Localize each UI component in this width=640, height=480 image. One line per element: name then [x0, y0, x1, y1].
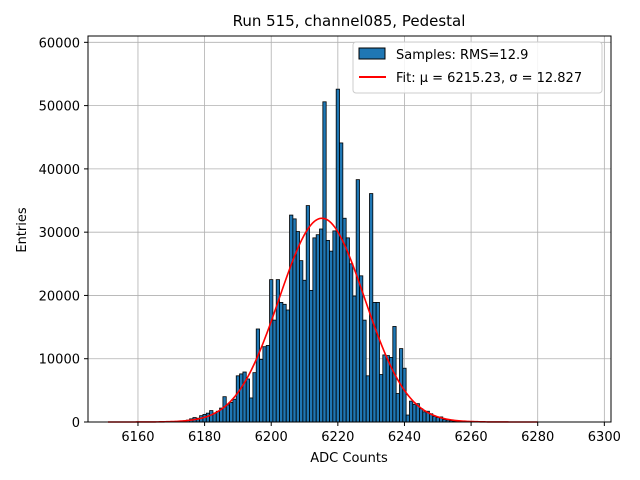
histogram-bar [345, 237, 350, 423]
histogram-bar [225, 404, 230, 423]
x-tick-label: 6260 [455, 430, 488, 445]
histogram-bar [405, 414, 410, 423]
histogram-bar [289, 214, 294, 423]
gaussian-fit-curve [107, 217, 538, 423]
histogram-bar [362, 319, 367, 423]
legend-swatch-samples [358, 47, 386, 60]
histogram-bar [269, 279, 274, 423]
histogram-bar [285, 309, 290, 423]
histogram-bar [255, 328, 260, 423]
histogram-bar [322, 101, 327, 423]
x-axis-title: ADC Counts [310, 451, 388, 466]
histogram-bar [235, 375, 240, 423]
histogram-bar [305, 205, 310, 423]
histogram-bar [282, 303, 287, 423]
histogram-bar [299, 260, 304, 423]
y-tick-label: 20000 [39, 289, 80, 304]
histogram-bar [332, 230, 337, 423]
histogram-bar [252, 372, 257, 423]
histogram-bar [312, 237, 317, 423]
y-tick-label: 30000 [39, 226, 80, 241]
histogram-bar [205, 412, 210, 423]
plot-frame [87, 35, 612, 423]
histogram-bar [229, 401, 234, 423]
histogram-bar [385, 355, 390, 423]
histogram-bar [355, 179, 360, 423]
y-tick-label: 50000 [39, 100, 80, 115]
x-tick-label: 6200 [255, 430, 288, 445]
histogram-bar [315, 234, 320, 423]
histogram-bar [249, 397, 254, 423]
histogram-bar [369, 193, 374, 423]
histogram-bar [232, 398, 237, 423]
x-tick-label: 6300 [588, 430, 621, 445]
legend-label-samples: Samples: RMS=12.9 [396, 48, 528, 63]
histogram-bar [379, 374, 384, 423]
histogram-bar [419, 408, 424, 423]
legend: Samples: RMS=12.9 Fit: μ = 6215.23, σ = … [352, 41, 603, 94]
histogram-bar [325, 239, 330, 423]
y-axis-ticks: 0 10000 20000 30000 40000 50000 60000 [39, 36, 88, 431]
y-tick-label: 40000 [39, 163, 80, 178]
x-tick-label: 6180 [188, 430, 221, 445]
histogram-bar [432, 415, 437, 423]
histogram-bar [309, 289, 314, 423]
histogram-bar [412, 403, 417, 423]
x-tick-label: 6160 [121, 430, 154, 445]
histogram-bar [272, 319, 277, 423]
histogram-bar [375, 302, 380, 423]
y-tick-label: 60000 [39, 36, 80, 51]
histogram-bar [359, 275, 364, 423]
x-tick-label: 6240 [388, 430, 421, 445]
histogram-bar [329, 250, 334, 423]
histogram-bar [382, 354, 387, 423]
histogram-bar [395, 393, 400, 423]
histogram-bar [222, 396, 227, 423]
histogram-bar [409, 400, 414, 423]
histogram-bar [339, 142, 344, 423]
histogram-bar [262, 346, 267, 423]
histogram-bar [349, 263, 354, 423]
histogram-bar [435, 417, 440, 423]
histogram-bar [209, 410, 214, 423]
histogram-bar [265, 345, 270, 423]
x-axis-ticks: 6160 6180 6200 6220 6240 6260 6280 6300 [121, 422, 621, 445]
histogram-bar [259, 358, 264, 423]
histogram-bar [335, 88, 340, 423]
histogram-bar [402, 367, 407, 423]
histogram-bar [292, 218, 297, 423]
histogram-bar [319, 228, 324, 423]
x-tick-label: 6220 [321, 430, 354, 445]
histogram-bar [245, 378, 250, 423]
histogram-bar [279, 302, 284, 423]
x-tick-label: 6280 [521, 430, 554, 445]
chart-title: Run 515, channel085, Pedestal [233, 12, 466, 30]
legend-label-fit: Fit: μ = 6215.23, σ = 12.827 [396, 71, 582, 86]
legend-box [352, 41, 603, 94]
histogram-bar [372, 302, 377, 423]
y-axis-title: Entries [15, 207, 30, 253]
y-tick-label: 0 [72, 416, 80, 431]
histogram-bar [295, 231, 300, 423]
histogram-bar [352, 295, 357, 423]
histogram-bar [365, 375, 370, 423]
histogram-bar [239, 373, 244, 423]
histogram-bar [302, 279, 307, 423]
histogram-bar [422, 411, 427, 423]
y-tick-label: 10000 [39, 353, 80, 368]
